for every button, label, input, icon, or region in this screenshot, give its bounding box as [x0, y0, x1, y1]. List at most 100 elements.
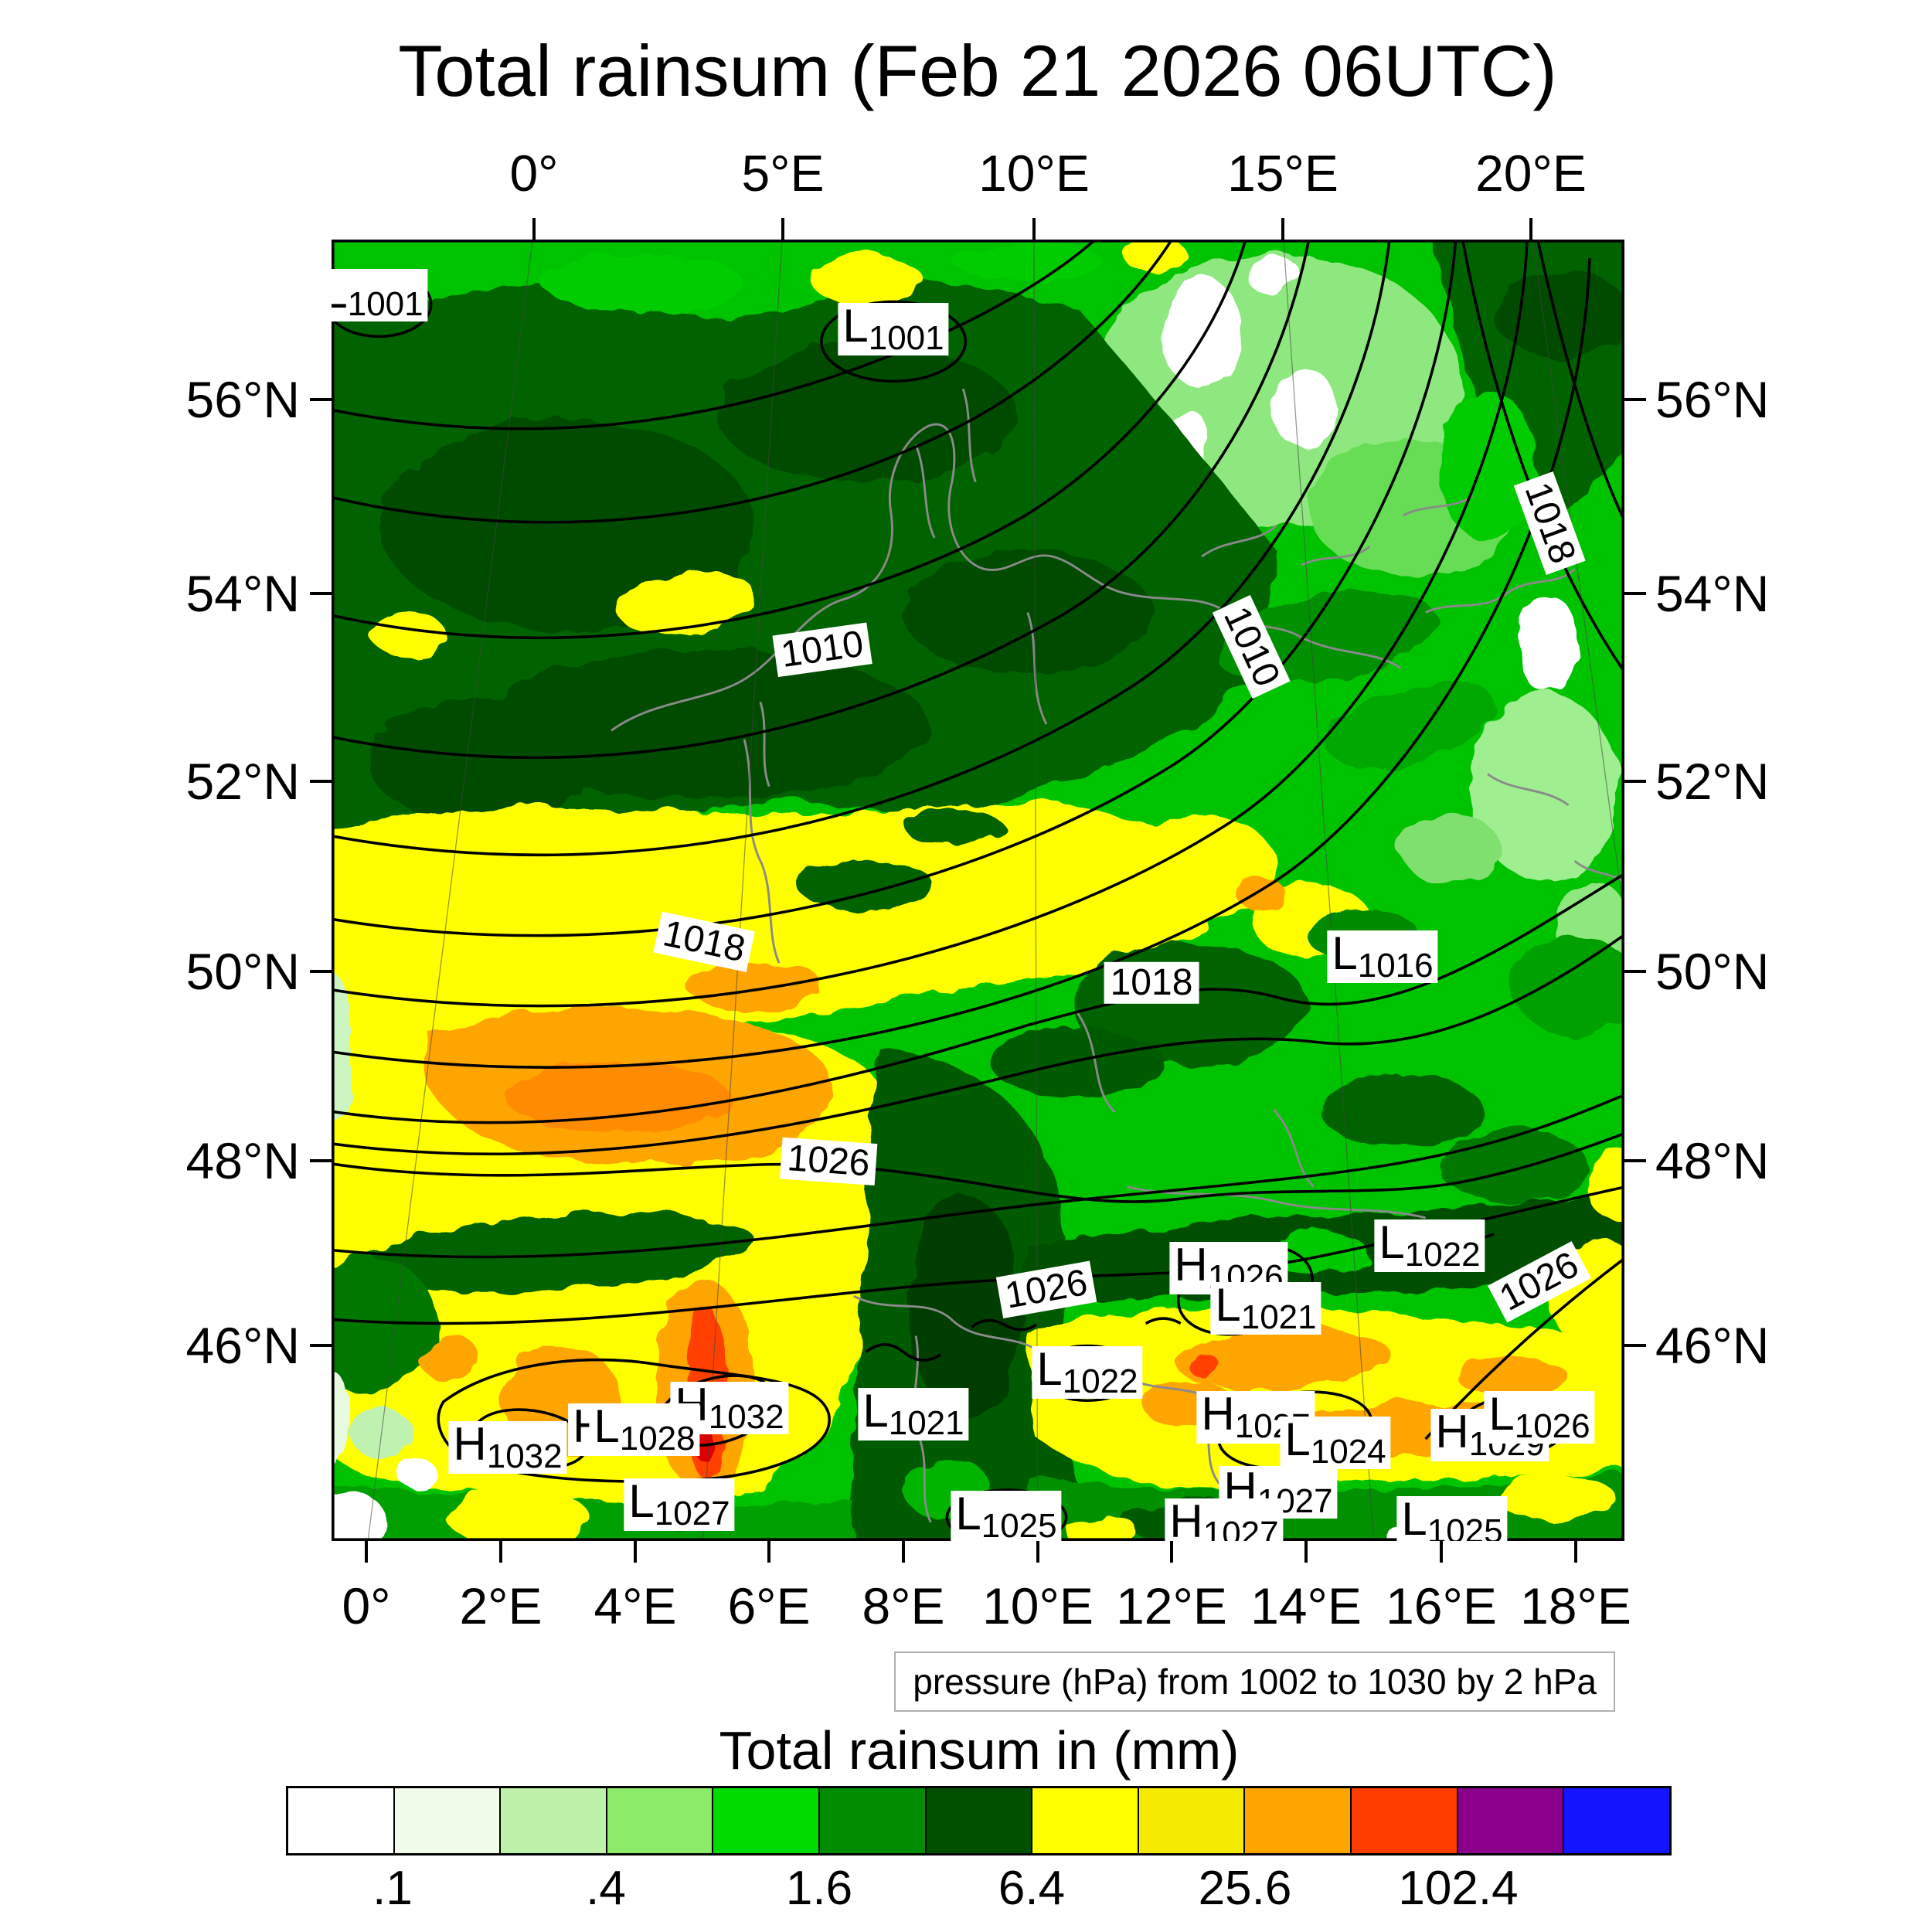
colorbar-cell: [1458, 1788, 1565, 1853]
axis-tick: [1574, 1541, 1577, 1563]
map-canvas: [332, 240, 1624, 1541]
axis-tick: [1281, 218, 1284, 240]
axis-label-bottom: 14°E: [1250, 1577, 1362, 1634]
axis-tick: [1032, 218, 1036, 240]
center-value: 1025: [1427, 1512, 1503, 1542]
axis-tick: [310, 780, 332, 783]
center-value: 1022: [1062, 1362, 1138, 1400]
legend-title: Total rainsum in (mm): [719, 1720, 1240, 1781]
pressure-center: L1021: [1210, 1282, 1321, 1335]
center-value: 1021: [1240, 1298, 1317, 1336]
axis-tick: [499, 1541, 502, 1563]
colorbar-cell: [1032, 1788, 1139, 1853]
center-letter: L: [1284, 1413, 1311, 1465]
axis-label-left: 46°N: [185, 1317, 300, 1374]
colorbar-tick-label: 25.6: [1198, 1862, 1292, 1915]
axis-tick: [310, 1344, 332, 1347]
pressure-center: L1016: [1327, 930, 1438, 983]
axis-label-bottom: 16°E: [1386, 1577, 1497, 1634]
center-value: 1027: [1202, 1515, 1279, 1542]
axis-label-bottom: 10°E: [982, 1577, 1094, 1634]
colorbar-cell: [288, 1788, 395, 1853]
axis-tick: [1529, 218, 1532, 240]
colorbar-cell: [1138, 1788, 1246, 1853]
axis-tick: [1170, 1541, 1173, 1563]
axis-label-bottom: 18°E: [1520, 1577, 1631, 1634]
colorbar-tick-label: 102.4: [1398, 1862, 1519, 1915]
colorbar-cell: [1352, 1788, 1458, 1853]
axis-label-left: 50°N: [185, 943, 300, 1000]
colorbar-tick-label: .1: [372, 1862, 413, 1915]
rain-intensity-layer: [332, 240, 1624, 1541]
axis-tick: [1624, 780, 1646, 783]
center-letter: L: [842, 300, 869, 352]
center-value: 1001: [347, 285, 423, 323]
axis-label-top: 0°: [509, 145, 559, 202]
center-value: 1001: [868, 319, 944, 357]
axis-label-right: 52°N: [1655, 753, 1770, 810]
axis-tick: [1624, 592, 1646, 595]
axis-label-right: 50°N: [1655, 943, 1770, 1000]
axis-label-left: 56°N: [185, 371, 300, 428]
center-value: 1021: [888, 1404, 964, 1442]
axis-tick: [310, 398, 332, 401]
center-letter: L: [862, 1385, 889, 1437]
center-letter: H: [1435, 1406, 1469, 1458]
axis-tick: [781, 218, 784, 240]
center-value: 1025: [981, 1507, 1057, 1542]
pressure-center: L1027: [624, 1475, 735, 1532]
axis-label-top: 15°E: [1227, 145, 1338, 202]
axis-label-bottom: 12°E: [1116, 1577, 1227, 1634]
center-value: 1024: [1310, 1433, 1386, 1471]
axis-label-bottom: 0°: [342, 1577, 391, 1634]
axis-tick: [902, 1541, 905, 1563]
axis-tick: [1624, 1159, 1646, 1162]
center-letter: H: [1169, 1495, 1203, 1542]
center-value: 1032: [486, 1437, 563, 1475]
center-letter: L: [1036, 1343, 1063, 1395]
pressure-center: H1032: [448, 1418, 567, 1475]
axis-tick: [1624, 970, 1646, 973]
pressure-center: L1028: [589, 1403, 700, 1458]
axis-tick: [634, 1541, 637, 1563]
center-letter: L: [628, 1475, 655, 1527]
isobar-label: 1026: [779, 1137, 878, 1186]
colorbar-tick-label: .4: [586, 1862, 626, 1915]
page-title: Total rainsum (Feb 21 2026 06UTC): [398, 30, 1557, 111]
center-letter: H: [1174, 1239, 1208, 1291]
colorbar-cell: [926, 1788, 1033, 1853]
axis-label-top: 5°E: [741, 145, 825, 202]
pressure-center: L1025: [1396, 1493, 1508, 1542]
axis-label-left: 48°N: [185, 1132, 300, 1189]
colorbar-cell: [820, 1788, 927, 1853]
axis-tick: [310, 1159, 332, 1162]
colorbar-cell: [501, 1788, 607, 1853]
center-value: 1028: [619, 1420, 696, 1458]
axis-label-bottom: 6°E: [727, 1577, 811, 1634]
pressure-center: L1025: [951, 1488, 1062, 1542]
center-letter: L: [955, 1488, 981, 1539]
pressure-center: H1027: [1165, 1495, 1284, 1542]
center-value: 1027: [654, 1495, 730, 1532]
center-value: 1022: [1404, 1236, 1481, 1274]
center-letter: H: [1201, 1388, 1235, 1440]
colorbar-cell: [1564, 1788, 1669, 1853]
center-letter: L: [1488, 1388, 1515, 1440]
center-letter: H: [453, 1418, 487, 1470]
axis-tick: [767, 1541, 770, 1563]
center-letter: L: [332, 266, 348, 318]
axis-tick: [1624, 398, 1646, 401]
center-value: 1032: [708, 1398, 784, 1436]
axis-label-top: 10°E: [978, 145, 1090, 202]
axis-tick: [1036, 1541, 1039, 1563]
axis-label-bottom: 8°E: [862, 1577, 945, 1634]
weather-map: 1010 1010 1018 1018 1018 1026 1026 1026 …: [332, 240, 1624, 1541]
axis-label-left: 54°N: [185, 565, 300, 622]
axis-tick: [1624, 1344, 1646, 1347]
center-letter: L: [1401, 1493, 1427, 1542]
pressure-center: L1026: [1484, 1388, 1595, 1444]
pressure-center: L1001: [332, 269, 428, 321]
axis-label-right: 56°N: [1655, 371, 1770, 428]
axis-label-left: 52°N: [185, 753, 300, 810]
